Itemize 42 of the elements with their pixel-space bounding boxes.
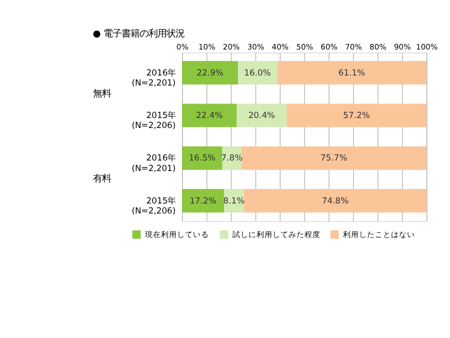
bar bbox=[182, 146, 222, 170]
x-tick-label: 50% bbox=[296, 42, 314, 52]
text: 無料 bbox=[92, 88, 111, 100]
x-tick-label: 30% bbox=[247, 42, 264, 52]
bar bbox=[286, 104, 426, 128]
x-tick-label: 40% bbox=[272, 42, 289, 52]
data-label: 22.4% bbox=[196, 110, 223, 120]
y-tick-label: 2016年 (N=2,201) bbox=[132, 152, 176, 173]
data-label: 22.9% bbox=[196, 67, 224, 78]
y-tick-label: 2016年 (N=2,201) bbox=[132, 67, 176, 88]
bar bbox=[277, 61, 426, 85]
y-tick-label: 2015年 (N=2,206) bbox=[132, 195, 176, 216]
bar bbox=[236, 104, 287, 128]
y-tick-label: 2015年 (N=2,206) bbox=[132, 110, 176, 130]
x-tick-label: 100% bbox=[416, 42, 438, 52]
text: 有料 bbox=[92, 174, 111, 185]
data-label: 17.2% bbox=[190, 195, 216, 206]
data-label: 16.5% bbox=[188, 152, 216, 163]
x-tick-label: 0% bbox=[176, 42, 188, 52]
bar bbox=[182, 104, 237, 128]
data-label: 7.8% bbox=[221, 152, 243, 163]
x-tick-label: 90% bbox=[394, 42, 411, 52]
legend-label: 現在利用している bbox=[144, 230, 209, 240]
data-label: 20.4% bbox=[248, 110, 276, 120]
x-tick-label: 80% bbox=[370, 42, 386, 52]
x-tick-label: 20% bbox=[222, 42, 240, 52]
data-label: 74.8% bbox=[322, 195, 349, 206]
bar bbox=[238, 61, 278, 85]
bar bbox=[244, 189, 427, 213]
legend-label: 利用したことはない bbox=[342, 230, 415, 240]
data-label: 57.2% bbox=[343, 110, 370, 120]
x-tick-label: 60% bbox=[320, 42, 338, 52]
bar bbox=[182, 61, 238, 85]
data-label: 16.0% bbox=[244, 67, 271, 78]
bar bbox=[182, 189, 224, 213]
data-label: 75.7% bbox=[320, 152, 348, 163]
chart-title: ● 電子書籍の利用状況 bbox=[92, 28, 185, 40]
bar bbox=[241, 146, 426, 170]
x-tick-label: 70% bbox=[345, 42, 362, 52]
legend-label: 試しに利用してみた程度 bbox=[232, 230, 321, 240]
data-label: 61.1% bbox=[338, 67, 366, 78]
x-tick-label: 10% bbox=[198, 42, 216, 52]
